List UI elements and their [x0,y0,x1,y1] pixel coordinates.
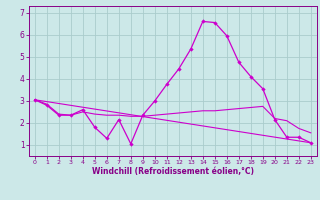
X-axis label: Windchill (Refroidissement éolien,°C): Windchill (Refroidissement éolien,°C) [92,167,254,176]
